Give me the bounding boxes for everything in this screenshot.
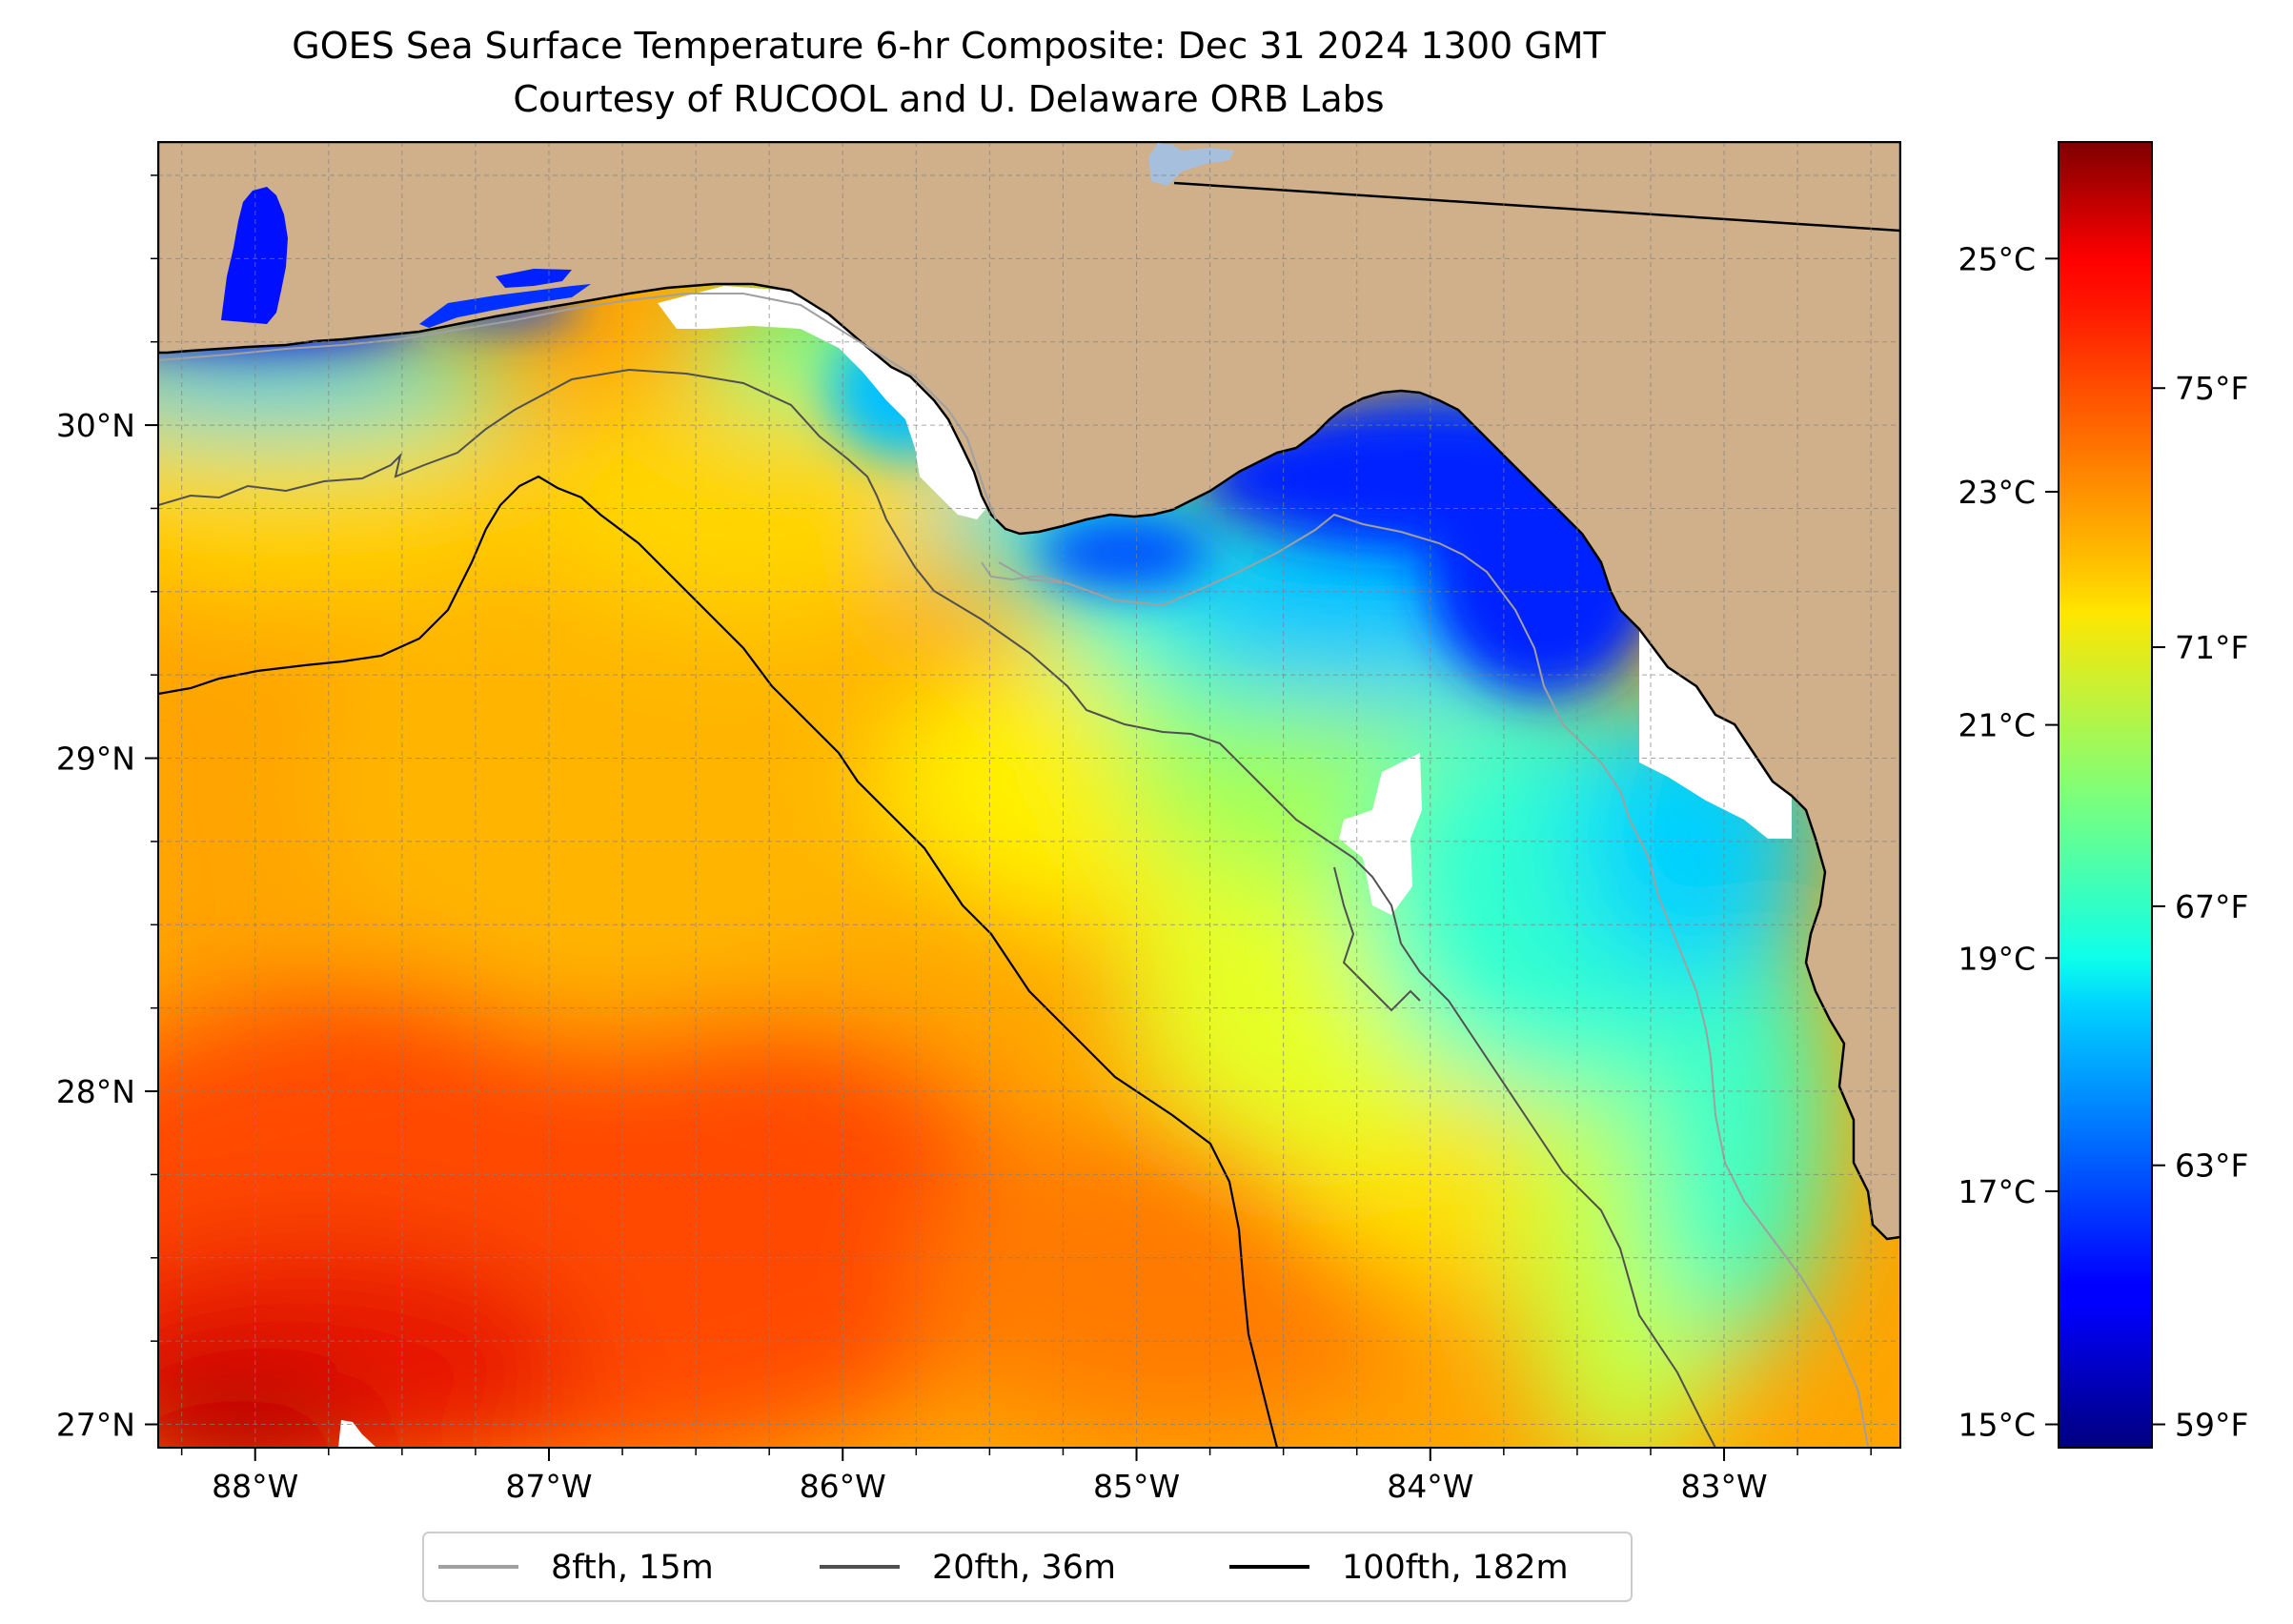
legend-box: [422, 1532, 1633, 1602]
lake-shape: [1148, 143, 1234, 186]
fahrenheit-tick-label: 59°F: [2175, 1407, 2248, 1444]
colorbar: 25°C 23°C 21°C 19°C 17°C 15°C 75°F 71°F 67°F 63°F…: [1958, 141, 2248, 1449]
contour-20fth: [158, 368, 1716, 1448]
celsius-tick-label: 21°C: [1958, 707, 2036, 744]
map-subtitle: Courtesy of RUCOOL and U. Delaware ORB L…: [513, 78, 1385, 120]
lat-tick-label: 29°N: [56, 741, 135, 778]
fahrenheit-tick-label: 67°F: [2175, 888, 2248, 925]
celsius-tick-label: 23°C: [1958, 474, 2036, 511]
celsius-tick-label: 25°C: [1958, 240, 2036, 277]
contour-legend: 8fth, 15m 20fth, 36m 100fth, 182m: [422, 1532, 1633, 1602]
fahrenheit-tick-label: 75°F: [2175, 370, 2248, 407]
contour-100fth: [158, 475, 1279, 1448]
map-frame: [157, 141, 1901, 1449]
celsius-tick-label: 15°C: [1958, 1407, 2036, 1444]
colorbar-gradient: [2058, 141, 2153, 1449]
no-data-regions: [338, 286, 1792, 1448]
lon-tick-label: 87°W: [505, 1468, 592, 1505]
map-gridlines: [158, 142, 1900, 1448]
legend-label: 8fth, 15m: [551, 1549, 714, 1587]
celsius-tick-label: 19°C: [1958, 940, 2036, 977]
contour-8fth: [158, 293, 1869, 1448]
lon-tick-label: 84°W: [1387, 1468, 1473, 1505]
map-axes: 88°W 87°W 86°W 85°W 84°W 83°W 30°N 29°N 28°N 27°N: [56, 174, 1872, 1505]
fahrenheit-tick-label: 71°F: [2175, 629, 2248, 666]
lon-tick-label: 88°W: [212, 1468, 298, 1505]
map-plot-area: [158, 142, 1900, 1448]
lon-tick-label: 86°W: [800, 1468, 886, 1505]
legend-label: 20fth, 36m: [932, 1549, 1116, 1587]
legend-label: 100fth, 182m: [1342, 1549, 1569, 1587]
lat-tick-label: 28°N: [56, 1073, 135, 1110]
fahrenheit-tick-label: 63°F: [2175, 1147, 2248, 1185]
celsius-tick-label: 17°C: [1958, 1173, 2036, 1210]
lat-tick-label: 30°N: [56, 407, 135, 444]
lon-tick-label: 83°W: [1680, 1468, 1767, 1505]
map-title: GOES Sea Surface Temperature 6-hr Compos…: [292, 25, 1606, 67]
state-border: [1173, 181, 1900, 233]
land-mass: [158, 142, 1900, 1241]
lat-tick-label: 27°N: [56, 1407, 135, 1444]
lon-tick-label: 85°W: [1093, 1468, 1180, 1505]
